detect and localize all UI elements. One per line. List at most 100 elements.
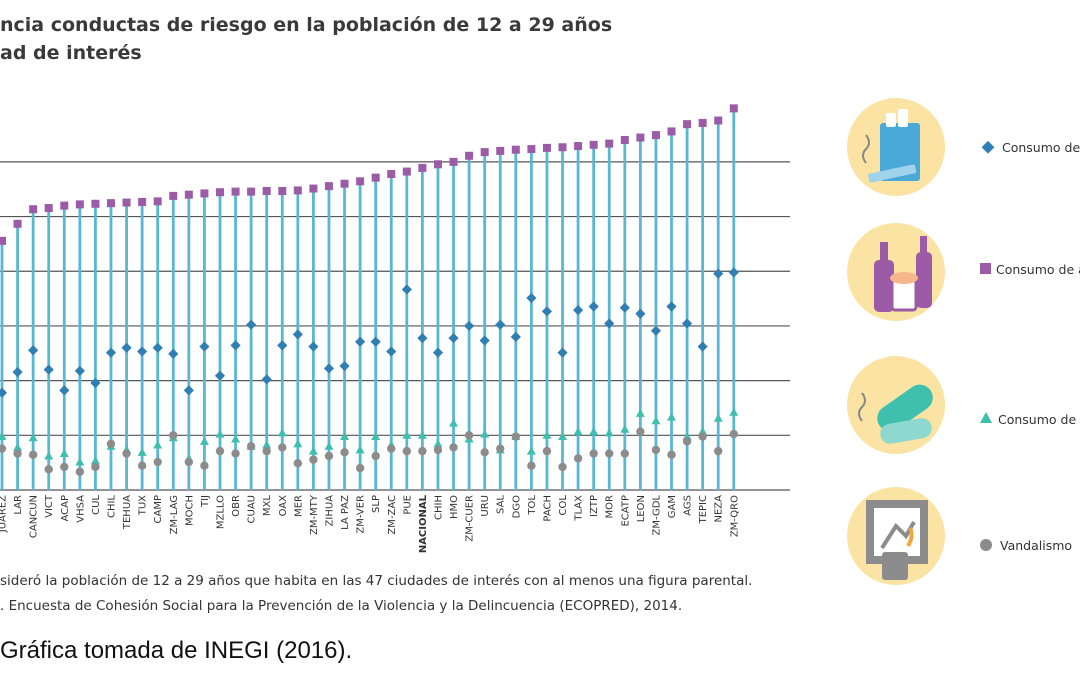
point-tabaco-38 <box>588 301 599 312</box>
bar-tlax <box>576 146 580 491</box>
point-drogas-43 <box>667 412 677 421</box>
point-alcohol-7 <box>106 199 115 208</box>
point-alcohol-4 <box>60 201 69 210</box>
point-alcohol-20 <box>309 184 318 193</box>
point-alcohol-6 <box>91 199 100 208</box>
tick-label-19: MER <box>293 495 304 517</box>
point-vandalismo-12 <box>184 457 194 467</box>
point-alcohol-35 <box>542 143 551 152</box>
point-tabaco-43 <box>666 301 677 312</box>
point-alcohol-33 <box>511 145 520 154</box>
point-vandalismo-34 <box>527 461 536 470</box>
tick-label-26: PUE <box>402 495 413 515</box>
tick-label-13: TIJ <box>200 495 211 508</box>
point-vandalismo-16 <box>246 442 256 451</box>
point-tabaco-9 <box>137 346 148 357</box>
point-alcohol-13 <box>200 189 209 198</box>
point-tabaco-1 <box>12 367 23 378</box>
point-tabaco-46 <box>713 268 724 279</box>
bar-chih <box>436 164 440 490</box>
bar-col <box>561 147 564 490</box>
point-tabaco-10 <box>152 342 163 353</box>
point-vandalismo-41 <box>636 427 645 436</box>
point-vandalismo-7 <box>106 439 116 449</box>
point-tabaco-47 <box>728 267 739 278</box>
point-tabaco-33 <box>510 331 521 342</box>
point-vandalismo-47 <box>729 429 738 439</box>
tick-label-8: TEHUA <box>122 495 133 530</box>
point-alcohol-2 <box>29 205 38 214</box>
point-drogas-46 <box>713 413 723 422</box>
point-vandalismo-10 <box>153 457 162 467</box>
point-alcohol-26 <box>402 167 411 176</box>
tick-label-2: CANCUN <box>29 495 40 538</box>
tick-label-10: CAMP <box>153 495 164 523</box>
point-vandalismo-20 <box>309 455 318 464</box>
point-alcohol-18 <box>278 187 287 196</box>
bar-la-paz <box>343 183 346 490</box>
bar-mer <box>296 190 300 490</box>
chart-note-line-1: sideró la población de 12 a 29 años que … <box>0 573 753 589</box>
bar-nacional <box>420 167 424 490</box>
legend-marker-vandalismo <box>980 539 992 551</box>
point-drogas-2 <box>28 433 38 442</box>
bar-ecatp <box>623 139 627 490</box>
point-alcohol-43 <box>667 127 676 136</box>
tick-label-47: ZM-QRO <box>729 495 740 537</box>
bar-neza <box>716 120 720 491</box>
point-tabaco-22 <box>339 360 350 372</box>
chart-title-line-1: ncia conductas de riesgo en la población… <box>0 14 613 36</box>
point-vandalismo-35 <box>542 446 552 456</box>
point-alcohol-40 <box>620 135 629 144</box>
point-vandalismo-30 <box>464 431 474 440</box>
bar-zm-gdl <box>654 135 658 490</box>
point-tabaco-36 <box>557 347 568 358</box>
tick-label-11: ZM-LAG <box>169 495 180 534</box>
point-tabaco-34 <box>526 292 537 304</box>
figure-caption: Gráfica tomada de INEGI (2016). <box>0 637 353 664</box>
tick-label-7: CHIL <box>106 495 117 518</box>
point-tabaco-16 <box>246 319 257 330</box>
point-drogas-15 <box>231 434 241 443</box>
point-drogas-24 <box>371 432 381 441</box>
point-drogas-37 <box>573 427 583 436</box>
point-tabaco-28 <box>432 347 444 358</box>
point-drogas-14 <box>215 429 225 438</box>
point-alcohol-19 <box>293 186 302 195</box>
point-vandalismo-31 <box>480 448 489 457</box>
bar-moch <box>187 194 191 490</box>
point-alcohol-21 <box>324 182 333 191</box>
point-drogas-40 <box>620 424 630 433</box>
point-tabaco-18 <box>277 340 288 351</box>
point-tabaco-12 <box>183 385 194 396</box>
point-tabaco-25 <box>386 346 397 357</box>
tick-label-6: CUL <box>91 495 102 515</box>
point-alcohol-36 <box>558 143 567 152</box>
bar-mxl <box>265 191 269 490</box>
point-drogas-19 <box>293 439 303 448</box>
point-drogas-20 <box>308 446 318 455</box>
tick-label-23: ZM-VER <box>356 495 367 534</box>
tick-label-21: ZIHUA <box>324 495 335 527</box>
point-drogas-0 <box>0 432 7 441</box>
tick-label-9: TUX <box>138 495 149 516</box>
point-alcohol-28 <box>433 160 442 169</box>
point-drogas-26 <box>402 430 412 439</box>
tick-label-25: ZM-ZAC <box>387 495 398 535</box>
point-tabaco-14 <box>214 370 226 381</box>
point-tabaco-7 <box>105 347 117 358</box>
tick-label-45: TEPIC <box>698 495 709 524</box>
bar-cuau <box>249 191 253 490</box>
point-alcohol-1 <box>13 219 22 228</box>
point-alcohol-46 <box>714 116 723 125</box>
tick-label-44: AGS <box>683 495 694 516</box>
legend-marker-drogas <box>980 412 992 423</box>
point-tabaco-20 <box>308 341 319 352</box>
point-tabaco-37 <box>572 305 584 316</box>
point-tabaco-24 <box>370 336 381 347</box>
point-tabaco-32 <box>495 319 506 330</box>
point-vandalismo-33 <box>511 432 521 441</box>
point-vandalismo-28 <box>433 445 443 455</box>
